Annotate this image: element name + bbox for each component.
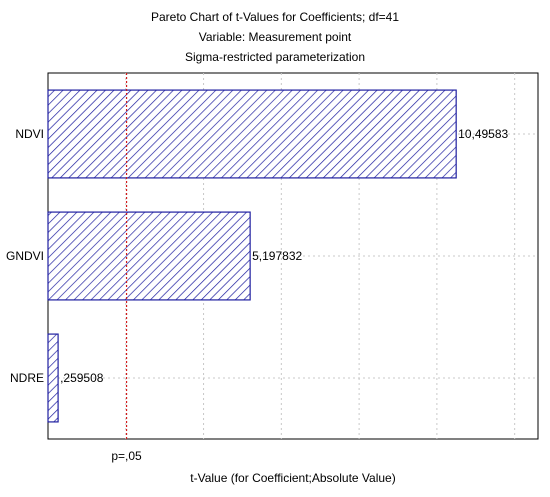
value-label-gndvi: 5,197832 (252, 249, 302, 263)
value-label-ndre: ,259508 (60, 371, 104, 385)
chart-title-line-2: Variable: Measurement point (198, 30, 352, 44)
category-label-ndvi: NDVI (15, 127, 44, 141)
bars-layer: NDVI 10,49583 GNDVI 5,197832 NDRE ,259508 (6, 89, 509, 423)
x-axis-label: t-Value (for Coefficient;Absolute Value) (190, 471, 395, 485)
bar-gndvi (47, 211, 251, 301)
category-label-gndvi: GNDVI (6, 249, 44, 263)
chart-title-line-3: Sigma-restricted parameterization (184, 50, 366, 64)
value-label-ndvi: 10,49583 (458, 127, 508, 141)
chart-title-line-1: Pareto Chart of t-Values for Coefficient… (150, 10, 400, 24)
bar-ndvi (47, 89, 457, 179)
critical-value-label: p=,05 (111, 449, 142, 463)
critical-layer: p=,05 (111, 73, 142, 463)
bar-ndre (47, 333, 59, 423)
category-label-ndre: NDRE (10, 371, 44, 385)
